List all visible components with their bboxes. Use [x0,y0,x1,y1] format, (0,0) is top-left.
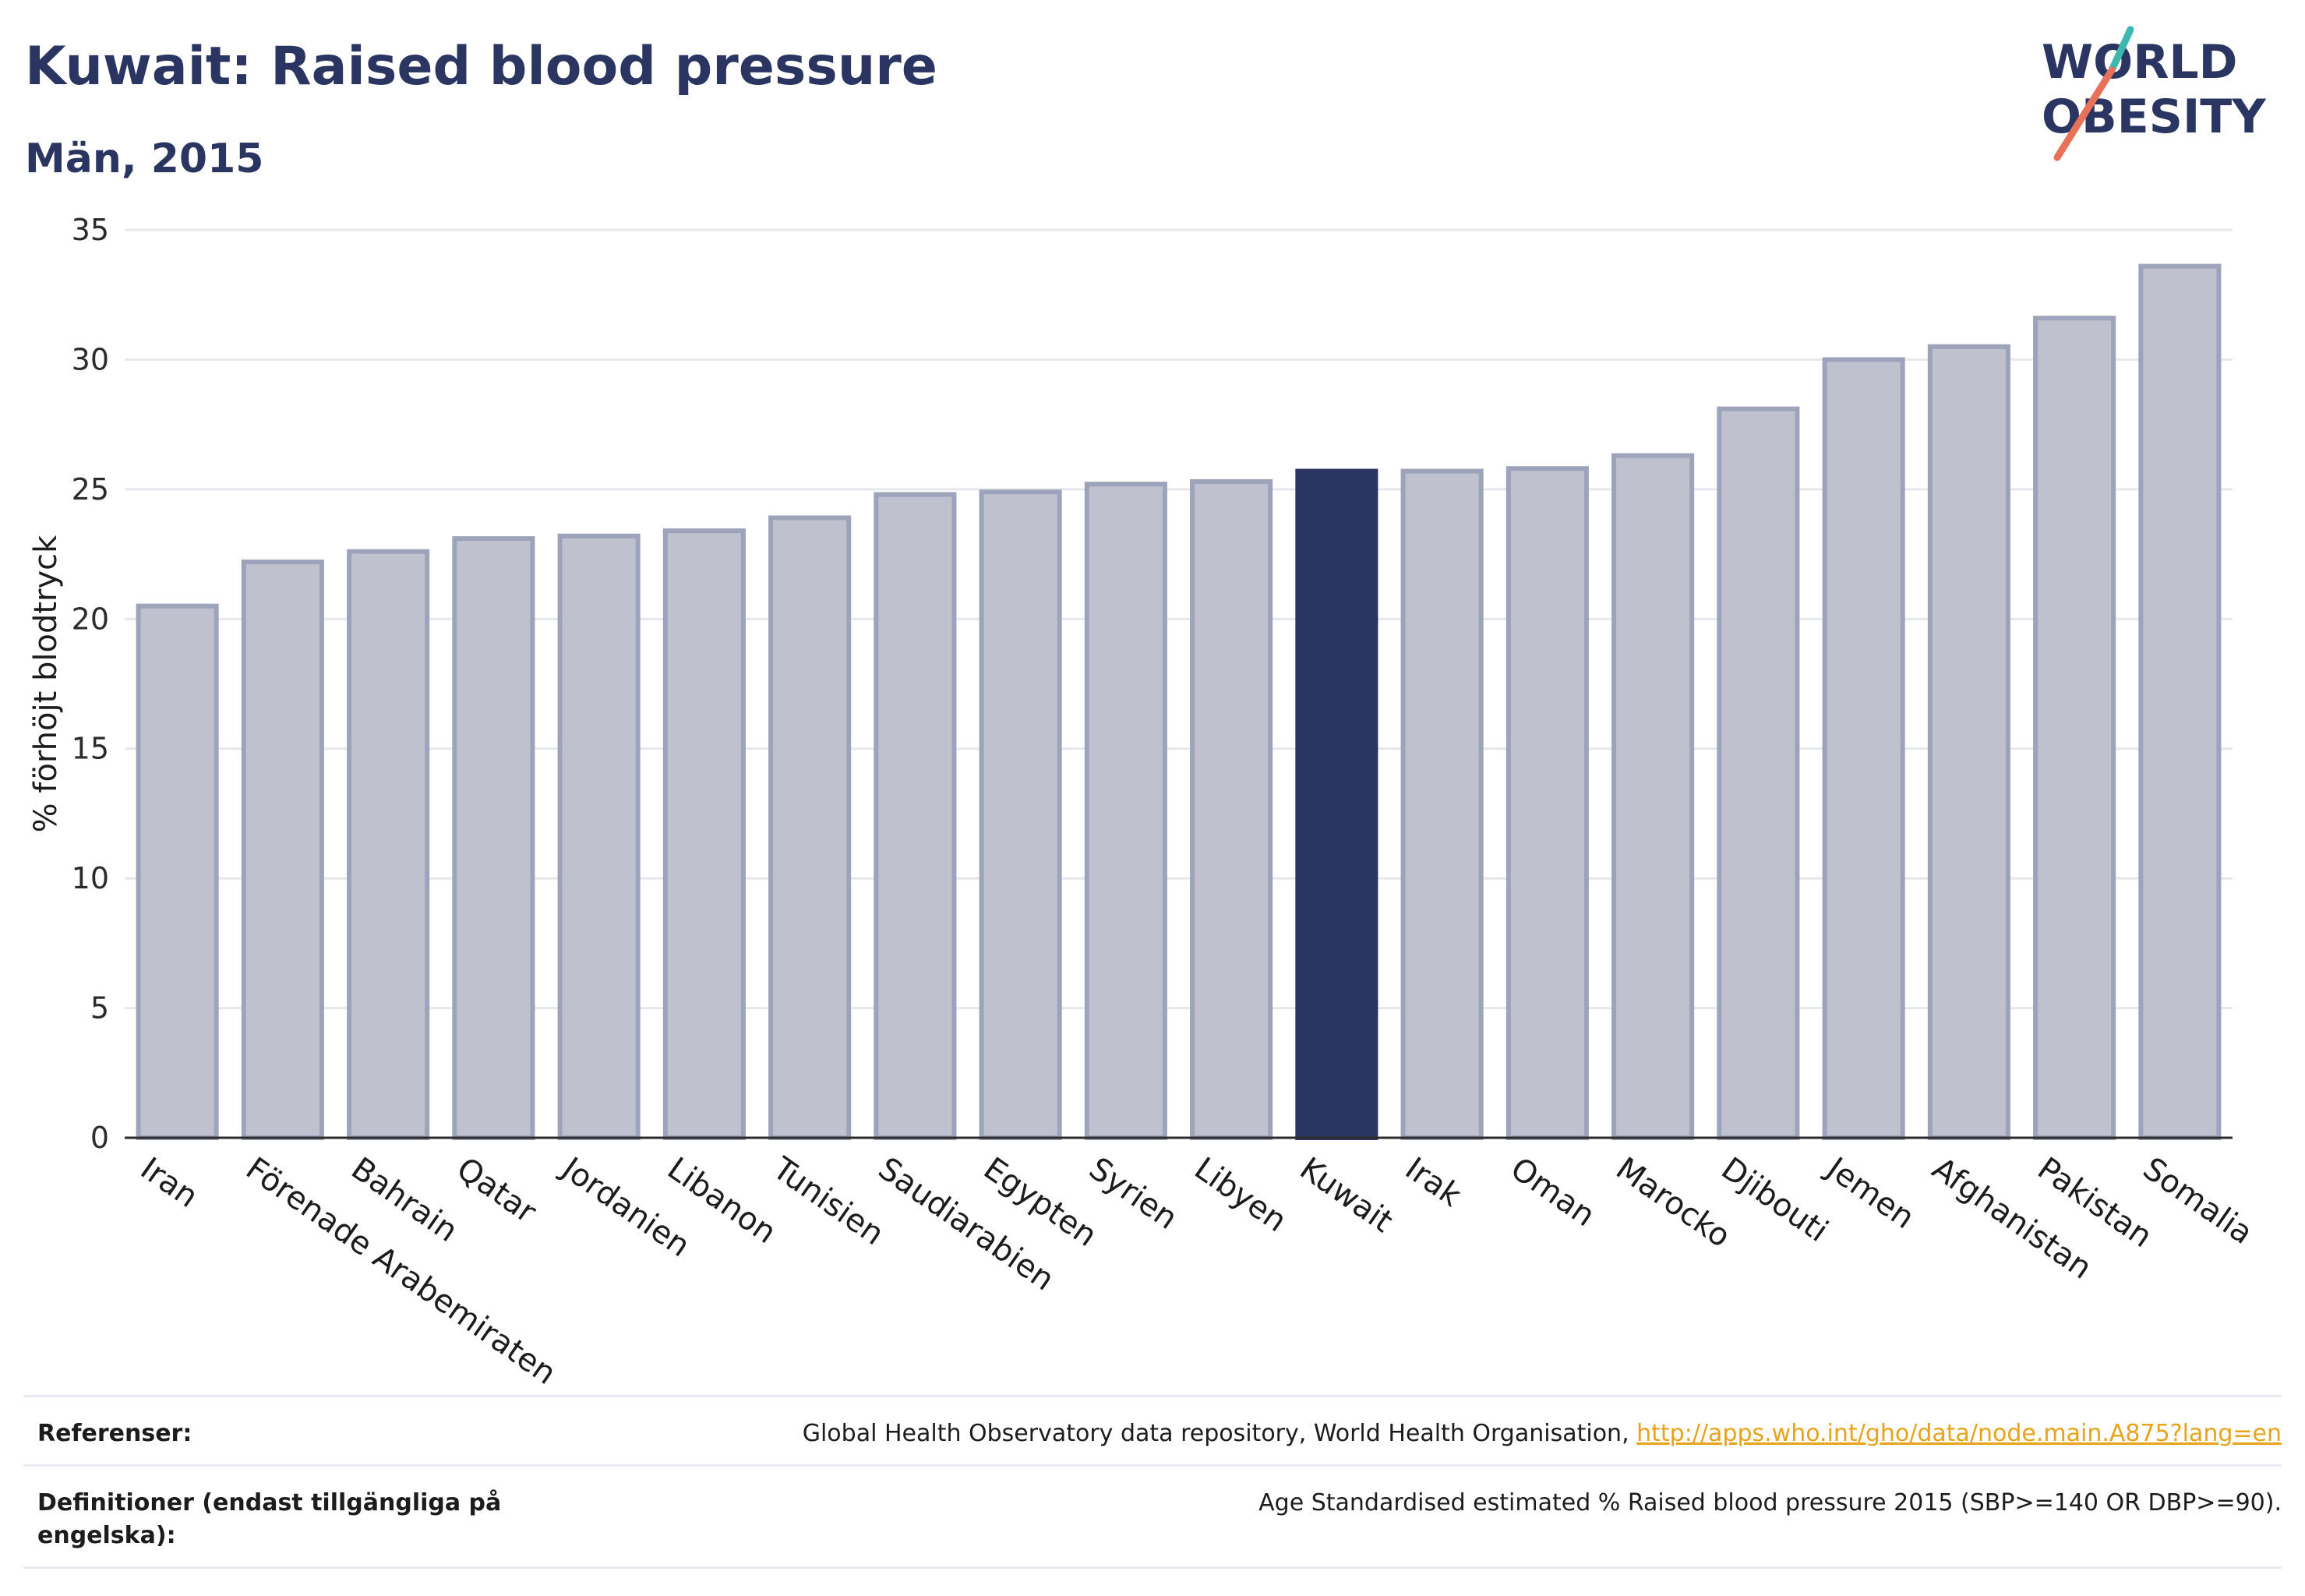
bar [1400,468,1484,1140]
y-tick-label: 15 [72,732,109,766]
world-obesity-logo: WORLD OBESITY [2042,26,2267,161]
bar [1611,453,1695,1140]
references-row: Referenser: Global Health Observatory da… [23,1395,2282,1464]
definitions-value: Age Standardised estimated % Raised bloo… [1258,1489,2282,1517]
x-tick-label: Tunisien [766,1150,891,1252]
y-axis-title: % förhöjt blodtryck [28,535,64,833]
y-tick-label: 10 [72,861,109,895]
references-label: Referenser: [37,1420,192,1447]
bar [2033,316,2116,1141]
logo-word-world: WORLD [2042,35,2237,90]
bar [1295,468,1378,1140]
x-tick-label: Libyen [1188,1151,1293,1240]
x-tick-label: Qatar [450,1151,543,1231]
bar [1927,344,2010,1140]
bar [979,489,1062,1140]
bar [1190,478,1273,1140]
references-text: Global Health Observatory data repositor… [802,1420,1637,1447]
bar [557,533,641,1140]
bar [136,603,219,1140]
x-tick-label: Jemen [1818,1149,1921,1236]
references-value: Global Health Observatory data repositor… [803,1418,2282,1450]
x-tick-label: Somalia [2137,1151,2260,1252]
x-tick-label: Irak [1399,1151,1468,1215]
bar [1505,466,1589,1140]
footer: Referenser: Global Health Observatory da… [23,1395,2282,1569]
bar [2138,263,2222,1141]
x-tick-label: Kuwait [1294,1151,1400,1240]
bar [874,492,957,1140]
x-tick-label: Djibouti [1715,1151,1834,1250]
y-tick-label: 0 [90,1121,109,1155]
y-tick-label: 25 [72,472,109,507]
bar [662,528,746,1140]
logo-slash-teal [2108,26,2134,74]
bar [241,560,324,1140]
x-tick-label: Oman [1504,1151,1601,1234]
logo-slash-coral [2053,66,2116,161]
x-tick-label: Saudiarabien [872,1151,1061,1298]
definitions-label: Definitioner (endast tillgängliga på eng… [37,1489,502,1549]
chart-title: Kuwait: Raised blood pressure [25,36,937,97]
references-link[interactable]: http://apps.who.int/gho/data/node.main.A… [1636,1420,2282,1447]
y-tick-label: 30 [72,342,109,376]
bar [452,536,535,1140]
x-tick-label: Iran [134,1151,204,1215]
bar [1717,406,1800,1140]
y-tick-label: 5 [90,991,109,1026]
bar [1822,357,1905,1140]
bar [1084,482,1167,1140]
y-tick-label: 20 [72,602,109,636]
definitions-row: Definitioner (endast tillgängliga på eng… [23,1464,2282,1569]
y-tick-label: 35 [72,213,109,247]
x-tick-label: Marocko [1609,1151,1736,1255]
chart-subtitle: Män, 2015 [25,136,264,182]
bar [347,549,430,1140]
bar [768,515,852,1140]
